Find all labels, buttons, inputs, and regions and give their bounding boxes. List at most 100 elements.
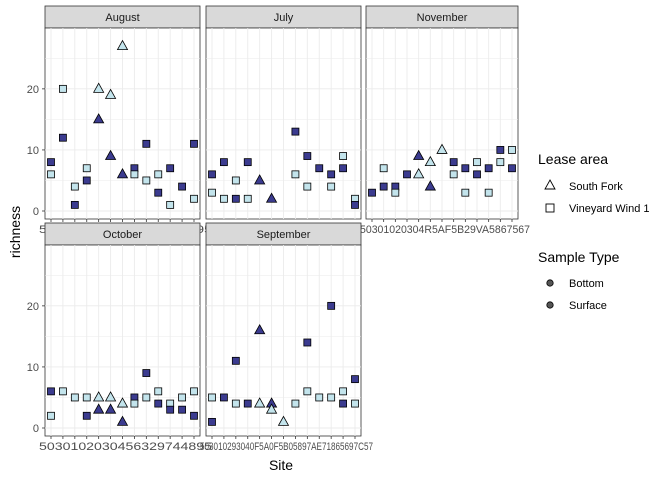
panel-august: August010205030102030456329744895: [27, 5, 212, 236]
data-point-square: [82, 411, 91, 420]
panel-strip-label: September: [257, 229, 311, 241]
data-point-square: [303, 338, 312, 347]
data-point-square: [208, 170, 216, 179]
data-point-square: [484, 188, 493, 197]
legend-sample-item-surface: Surface: [569, 300, 607, 312]
data-point-square: [70, 182, 79, 191]
data-point-triangle: [412, 149, 425, 160]
data-point-square: [496, 146, 505, 154]
data-point-triangle: [265, 403, 278, 414]
data-point-triangle: [412, 168, 425, 179]
data-point-square: [190, 194, 198, 203]
data-point-square: [220, 158, 228, 167]
data-point-square: [327, 393, 336, 402]
panel-strip-label: October: [103, 229, 142, 241]
legend-lease-item-south-fork: South Fork: [569, 181, 623, 193]
data-point-square: [351, 375, 359, 384]
x-tick-labels: 5030102030456329744895: [39, 441, 212, 453]
data-point-square: [461, 164, 470, 173]
x-axis-title: Site: [269, 457, 293, 473]
data-point-triangle: [104, 391, 117, 402]
data-point-square: [243, 399, 252, 408]
data-point-square: [339, 399, 347, 408]
data-point-square: [508, 146, 516, 154]
panel-september: September 503010293040F5A0F5B05897AE71865…: [200, 222, 373, 453]
data-point-square: [47, 411, 55, 420]
data-point-square: [154, 188, 163, 197]
data-point-square: [315, 164, 324, 173]
y-tick-label: 20: [27, 301, 39, 313]
data-point-triangle: [424, 155, 437, 167]
legend-triangle-icon: [544, 179, 556, 190]
data-point-square: [461, 188, 470, 197]
y-axis-title: richness: [7, 206, 23, 258]
data-point-square: [142, 393, 151, 402]
data-point-square: [154, 170, 163, 179]
data-point-square: [130, 399, 139, 408]
data-point-triangle: [104, 403, 117, 414]
data-point-square: [449, 170, 458, 179]
data-point-square: [303, 152, 312, 160]
legend-sample-type: Sample Type Bottom Surface: [538, 249, 620, 312]
data-point-square: [70, 200, 79, 209]
data-point-square: [231, 194, 240, 203]
y-tick-label: 0: [33, 206, 39, 218]
x-tick-labels: 503010293040F5A0F5B05897AE71865697C57: [200, 441, 373, 453]
data-point-square: [391, 188, 400, 197]
data-point-square: [473, 158, 481, 167]
data-point-square: [403, 170, 411, 179]
legend-sample-title: Sample Type: [538, 249, 620, 265]
data-point-square: [59, 84, 67, 93]
legend-square-icon: [545, 203, 555, 213]
data-point-square: [315, 393, 324, 402]
data-point-square: [351, 200, 359, 209]
y-tick-label: 20: [27, 84, 39, 96]
data-point-triangle: [92, 113, 105, 124]
data-point-triangle: [253, 397, 266, 408]
data-point-triangle: [436, 143, 448, 154]
data-point-triangle: [92, 391, 105, 402]
data-point-triangle: [253, 174, 266, 185]
data-point-square: [243, 158, 252, 167]
data-point-square: [339, 387, 347, 396]
data-point-square: [154, 399, 163, 408]
panel-strip-label: August: [105, 12, 139, 24]
data-point-square: [208, 188, 216, 197]
data-point-square: [303, 387, 312, 396]
data-point-square: [303, 182, 312, 191]
data-point-triangle: [116, 415, 129, 426]
data-point-square: [379, 182, 388, 191]
data-point-square: [291, 127, 300, 136]
data-point-square: [178, 405, 186, 414]
y-tick-label: 10: [27, 362, 39, 374]
data-point-square: [190, 139, 198, 148]
data-point-square: [220, 393, 228, 402]
data-point-square: [351, 399, 359, 408]
data-point-triangle: [92, 82, 105, 93]
data-point-square: [70, 393, 79, 402]
data-point-square: [166, 405, 175, 414]
data-point-square: [166, 200, 175, 209]
data-point-square: [190, 411, 198, 420]
panel-strip-label: July: [274, 12, 294, 24]
data-point-square: [327, 182, 336, 191]
data-point-square: [47, 170, 55, 179]
legend-surface-dot-icon: [546, 301, 554, 309]
data-point-square: [178, 393, 186, 402]
data-point-square: [449, 158, 458, 167]
data-point-square: [339, 152, 347, 160]
data-point-square: [130, 170, 139, 179]
panel-october: October 0 10 20 5030102030456329744895: [27, 222, 212, 453]
data-point-square: [59, 133, 67, 142]
data-point-square: [243, 194, 252, 203]
panel-strip-label: November: [417, 12, 468, 24]
data-point-square: [142, 369, 151, 377]
data-point-triangle: [253, 323, 266, 335]
data-point-triangle: [116, 397, 129, 408]
data-point-square: [291, 399, 300, 408]
data-point-triangle: [116, 39, 129, 51]
data-point-square: [473, 170, 481, 179]
data-point-square: [82, 393, 91, 402]
data-point-triangle: [92, 403, 105, 414]
